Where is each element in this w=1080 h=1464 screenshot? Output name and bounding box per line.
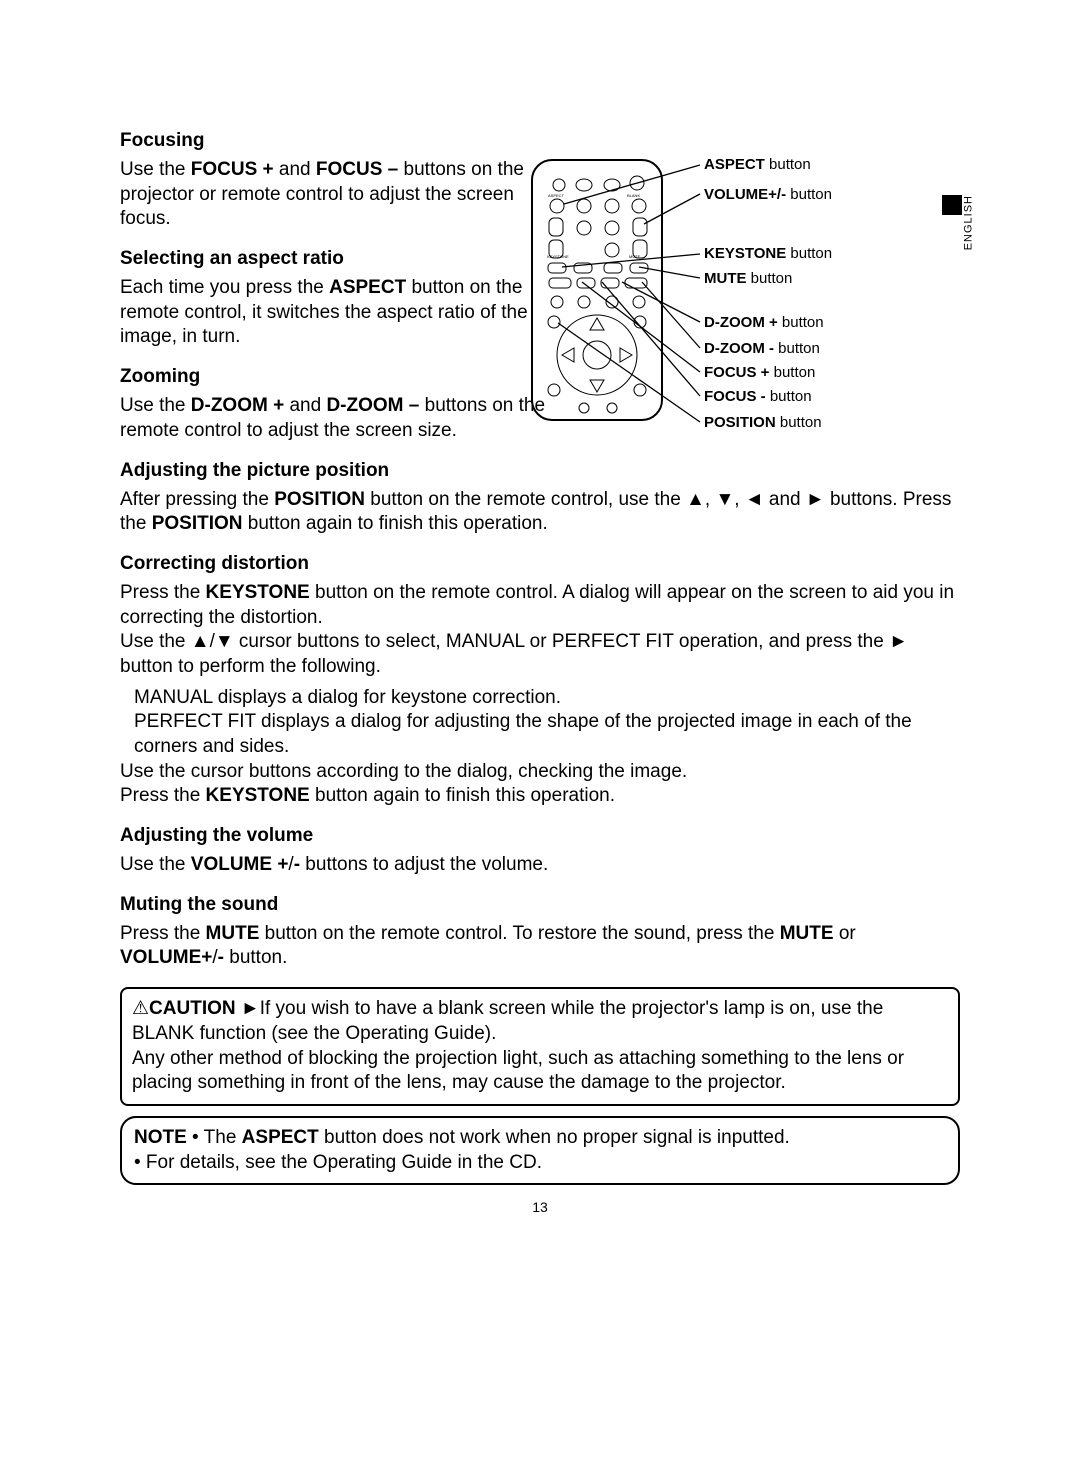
- svg-text:BLANK: BLANK: [627, 193, 640, 198]
- para-zooming: Use the D-ZOOM + and D-ZOOM – buttons on…: [120, 394, 590, 443]
- note-box: NOTE • The ASPECT button does not work w…: [120, 1116, 960, 1185]
- para-distortion-sub1: MANUAL displays a dialog for keystone co…: [120, 686, 960, 711]
- label-aspect: ASPECT button: [704, 156, 811, 173]
- label-dzoom-minus: D-ZOOM - button: [704, 340, 820, 357]
- label-focus-minus: FOCUS - button: [704, 388, 812, 405]
- caution-box: ⚠CAUTION ►If you wish to have a blank sc…: [120, 987, 960, 1106]
- heading-position: Adjusting the picture position: [120, 460, 960, 482]
- heading-mute: Muting the sound: [120, 894, 960, 916]
- heading-distortion: Correcting distortion: [120, 553, 960, 575]
- heading-focusing: Focusing: [120, 130, 960, 152]
- svg-text:MUTE: MUTE: [629, 254, 641, 259]
- para-volume: Use the VOLUME +/- buttons to adjust the…: [120, 853, 960, 878]
- label-dzoom-plus: D-ZOOM + button: [704, 314, 824, 331]
- label-focus-plus: FOCUS + button: [704, 364, 815, 381]
- para-position: After pressing the POSITION button on th…: [120, 488, 960, 537]
- para-mute: Press the MUTE button on the remote cont…: [120, 922, 960, 971]
- svg-text:KEYSTONE: KEYSTONE: [547, 254, 569, 259]
- para-aspect: Each time you press the ASPECT button on…: [120, 276, 560, 350]
- para-distortion-2: Use the ▲/▼ cursor buttons to select, MA…: [120, 630, 960, 679]
- para-distortion-sub2: PERFECT FIT displays a dialog for adjust…: [120, 710, 960, 759]
- label-mute: MUTE button: [704, 270, 792, 287]
- remote-diagram: ASPECT BLANK KEYSTONE MUTE ASPECT button…: [522, 150, 962, 440]
- svg-text:ASPECT: ASPECT: [548, 193, 565, 198]
- para-distortion-3: Use the cursor buttons according to the …: [120, 760, 960, 785]
- page-number: 13: [120, 1199, 960, 1215]
- heading-volume: Adjusting the volume: [120, 825, 960, 847]
- label-position: POSITION button: [704, 414, 822, 431]
- para-focusing: Use the FOCUS + and FOCUS – buttons on t…: [120, 158, 560, 232]
- para-distortion-1: Press the KEYSTONE button on the remote …: [120, 581, 960, 630]
- language-tab: ENGLISH: [962, 195, 974, 250]
- label-keystone: KEYSTONE button: [704, 245, 832, 262]
- para-distortion-4: Press the KEYSTONE button again to finis…: [120, 784, 960, 809]
- label-volume: VOLUME+/- button: [704, 186, 832, 203]
